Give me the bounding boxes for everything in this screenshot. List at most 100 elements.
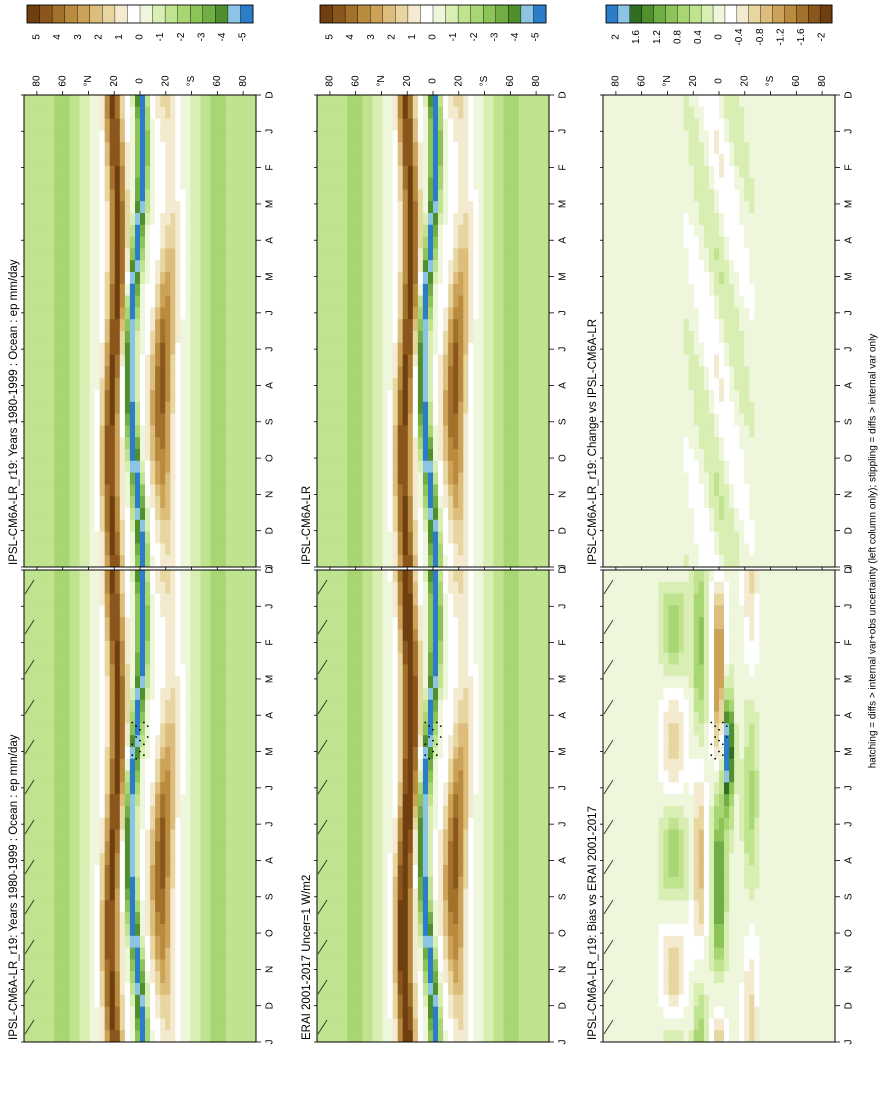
heatmap-cell [64, 213, 70, 226]
heatmap-cell [402, 912, 409, 925]
heatmap-cell [140, 519, 146, 533]
heatmap-cell [59, 307, 65, 320]
heatmap-cell [245, 118, 252, 131]
heatmap-cell [94, 555, 101, 567]
heatmap-cell [175, 130, 181, 143]
heatmap-cell [79, 472, 86, 485]
heatmap-cell [245, 472, 252, 485]
heatmap-cell [34, 900, 40, 913]
heatmap-cell [124, 829, 131, 842]
heatmap-cell [160, 555, 166, 567]
heatmap-cell [175, 165, 181, 179]
heatmap-cell [54, 1018, 60, 1031]
heatmap-cell [190, 401, 196, 415]
heatmap-cell [124, 531, 131, 544]
heatmap-cell [433, 829, 439, 842]
heatmap-cell [59, 342, 65, 356]
heatmap-cell [64, 484, 70, 497]
heatmap-cell [104, 947, 111, 960]
heatmap-cell [245, 1030, 252, 1042]
heatmap-cell [44, 758, 50, 772]
heatmap-cell [225, 142, 232, 155]
heatmap-cell [332, 688, 338, 701]
heatmap-cell [422, 888, 429, 901]
heatmap-cell [24, 472, 30, 485]
heatmap-cell [382, 652, 389, 665]
heatmap-cell [220, 106, 227, 120]
heatmap-cell [44, 519, 50, 533]
heatmap-cell [150, 1006, 156, 1019]
heatmap-cell [438, 581, 444, 595]
heatmap-cell [129, 555, 136, 567]
heatmap-cell [417, 994, 424, 1008]
heatmap-cell [180, 354, 186, 367]
heatmap-cell [433, 959, 439, 972]
heatmap-cell [69, 165, 75, 179]
heatmap-cell [443, 770, 449, 783]
heatmap-cell [397, 593, 404, 606]
heatmap-cell [245, 449, 252, 462]
heatmap-cell [220, 142, 227, 155]
heatmap-cell [84, 354, 91, 367]
heatmap-cell [104, 652, 111, 665]
heatmap-cell [49, 770, 55, 783]
heatmap-cell [74, 390, 80, 403]
heatmap-cell [150, 865, 156, 878]
heatmap-cell [377, 806, 384, 819]
heatmap-cell [109, 664, 116, 677]
heatmap-cell [99, 213, 106, 226]
heatmap-cell [34, 770, 40, 783]
heatmap-cell [165, 806, 171, 819]
heatmap-cell [99, 413, 106, 426]
heatmap-cell [417, 605, 424, 618]
heatmap-cell [160, 888, 166, 901]
heatmap-cell [170, 652, 176, 665]
heatmap-cell [69, 283, 75, 297]
heatmap-cell [124, 224, 131, 238]
heatmap-cell [69, 782, 75, 795]
heatmap-cell [175, 295, 181, 308]
stipple-dot [135, 757, 138, 760]
heatmap-cell [64, 248, 70, 261]
heatmap-cell [89, 425, 96, 438]
heatmap-cell [448, 593, 454, 606]
heatmap-cell [225, 106, 232, 120]
heatmap-cell [428, 994, 434, 1008]
heatmap-cell [79, 1018, 86, 1031]
heatmap-cell [119, 224, 126, 238]
heatmap-cell [251, 699, 256, 713]
heatmap-cell [190, 1006, 196, 1019]
heatmap-cell [160, 272, 166, 285]
heatmap-cell [54, 472, 60, 485]
heatmap-cell [145, 437, 151, 450]
heatmap-cell [135, 342, 141, 356]
heatmap-cell [79, 994, 86, 1008]
heatmap-cell [327, 865, 333, 878]
heatmap-cell [145, 95, 151, 108]
heatmap-cell [367, 570, 373, 583]
heatmap-cell [225, 519, 232, 533]
heatmap-cell [39, 283, 45, 297]
heatmap-cell [210, 971, 217, 984]
heatmap-cell [190, 472, 196, 485]
heatmap-cell [357, 924, 363, 937]
heatmap-cell [180, 248, 186, 261]
heatmap-cell [49, 593, 55, 606]
heatmap-cell [377, 876, 384, 890]
heatmap-cell [44, 747, 50, 760]
heatmap-cell [74, 865, 80, 878]
heatmap-cell [94, 413, 101, 426]
heatmap-cell [165, 735, 171, 748]
heatmap-cell [240, 747, 247, 760]
heatmap-cell [99, 817, 106, 831]
heatmap-cell [94, 570, 101, 583]
heatmap-cell [135, 841, 141, 854]
heatmap-cell [185, 555, 191, 567]
heatmap-cell [49, 224, 55, 238]
heatmap-cell [104, 307, 111, 320]
heatmap-cell [140, 747, 146, 760]
heatmap-cell [251, 876, 256, 890]
heatmap-cell [99, 236, 106, 249]
heatmap-cell [170, 496, 176, 509]
heatmap-cell [99, 519, 106, 533]
